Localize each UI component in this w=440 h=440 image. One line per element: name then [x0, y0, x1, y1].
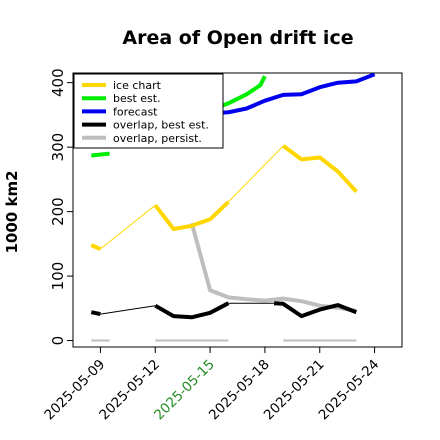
- series-line-overlap-persist: [189, 222, 357, 313]
- plot-frame: [72, 72, 403, 348]
- y-axis-label: 1000 km2: [3, 170, 21, 253]
- plot-area: [90, 73, 376, 342]
- x-axis: 2025-05-092025-05-122025-05-152025-05-18…: [41, 347, 382, 423]
- y-tick-label: 200: [49, 197, 67, 226]
- chart-title: Area of Open drift ice: [122, 27, 353, 49]
- series-line-ice-chart: [90, 243, 102, 251]
- series-line-forecast: [209, 73, 376, 116]
- series-line-ice-chart: [153, 200, 230, 231]
- y-tick-label: 300: [49, 133, 67, 162]
- y-tick-label: 100: [49, 262, 67, 291]
- series-line-best-est: [91, 151, 110, 158]
- y-tick-label: 0: [49, 336, 67, 346]
- series-line-overlap-best-est: [273, 301, 358, 319]
- y-tick-label: 400: [49, 68, 67, 97]
- y-axis: 0 100 200 300 400: [49, 68, 73, 345]
- connector-overlap-best-est: [100, 305, 156, 315]
- legend-label-overlap-best-est: overlap, best est.: [113, 119, 209, 132]
- connector-ice-chart: [100, 204, 156, 250]
- legend-label-best-est: best est.: [113, 92, 161, 105]
- series-line-overlap-best-est: [90, 310, 101, 317]
- connector-ice-chart: [228, 145, 284, 203]
- series-line-overlap-best-est: [154, 301, 230, 320]
- legend-label-forecast: forecast: [113, 105, 158, 118]
- legend-label-overlap-persist: overlap, persist.: [113, 132, 202, 145]
- legend-label-ice-chart: ice chart: [113, 79, 162, 92]
- series-line-ice-chart: [282, 144, 358, 193]
